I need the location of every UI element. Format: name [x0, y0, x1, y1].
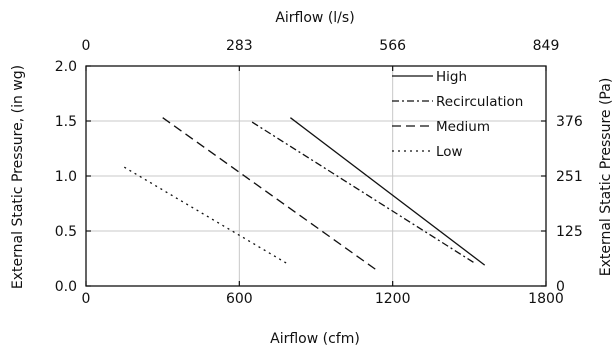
- ticks: 0 600 1200 1800 0.0 0.5 1.0 1.5 2.0 0 283 566 849 0 12…: [55, 38, 583, 307]
- y-tick-label: 0.5: [55, 224, 77, 240]
- y-axis-label: External Static Pressure, (in wg): [10, 65, 26, 289]
- right-tick-label: 251: [556, 169, 583, 185]
- series-line-low: [123, 166, 289, 265]
- top-tick-label: 849: [533, 38, 560, 54]
- y-tick-label: 1.0: [55, 169, 77, 185]
- x-tick-label: 1200: [375, 291, 411, 307]
- legend-label-medium: Medium: [436, 119, 490, 135]
- legend-label-recirculation: Recirculation: [436, 94, 523, 110]
- x-tick-label: 600: [226, 291, 253, 307]
- x-axis-label: Airflow (cfm): [270, 331, 360, 347]
- x-tick-label: 1800: [528, 291, 564, 307]
- grid: [86, 66, 546, 286]
- top-tick-label: 0: [82, 38, 91, 54]
- legend-label-high: High: [436, 69, 467, 85]
- series-line-medium: [162, 117, 378, 272]
- right-tick-label: 0: [556, 279, 565, 295]
- y-tick-label: 1.5: [55, 114, 77, 130]
- series-line-high: [290, 117, 486, 266]
- series-line-recirculation: [251, 121, 475, 264]
- right-tick-label: 125: [556, 224, 583, 240]
- legend: High Recirculation Medium Low: [392, 69, 523, 160]
- x-tick-label: 0: [82, 291, 91, 307]
- top-tick-label: 283: [226, 38, 253, 54]
- y-tick-label: 2.0: [55, 59, 77, 75]
- series-lines: [123, 117, 486, 272]
- y-tick-label: 0.0: [55, 279, 77, 295]
- right-axis-label: External Static Pressure (Pa): [598, 78, 614, 277]
- top-axis-label: Airflow (l/s): [275, 10, 354, 26]
- right-tick-label: 376: [556, 114, 583, 130]
- legend-label-low: Low: [436, 144, 463, 160]
- top-tick-label: 566: [379, 38, 406, 54]
